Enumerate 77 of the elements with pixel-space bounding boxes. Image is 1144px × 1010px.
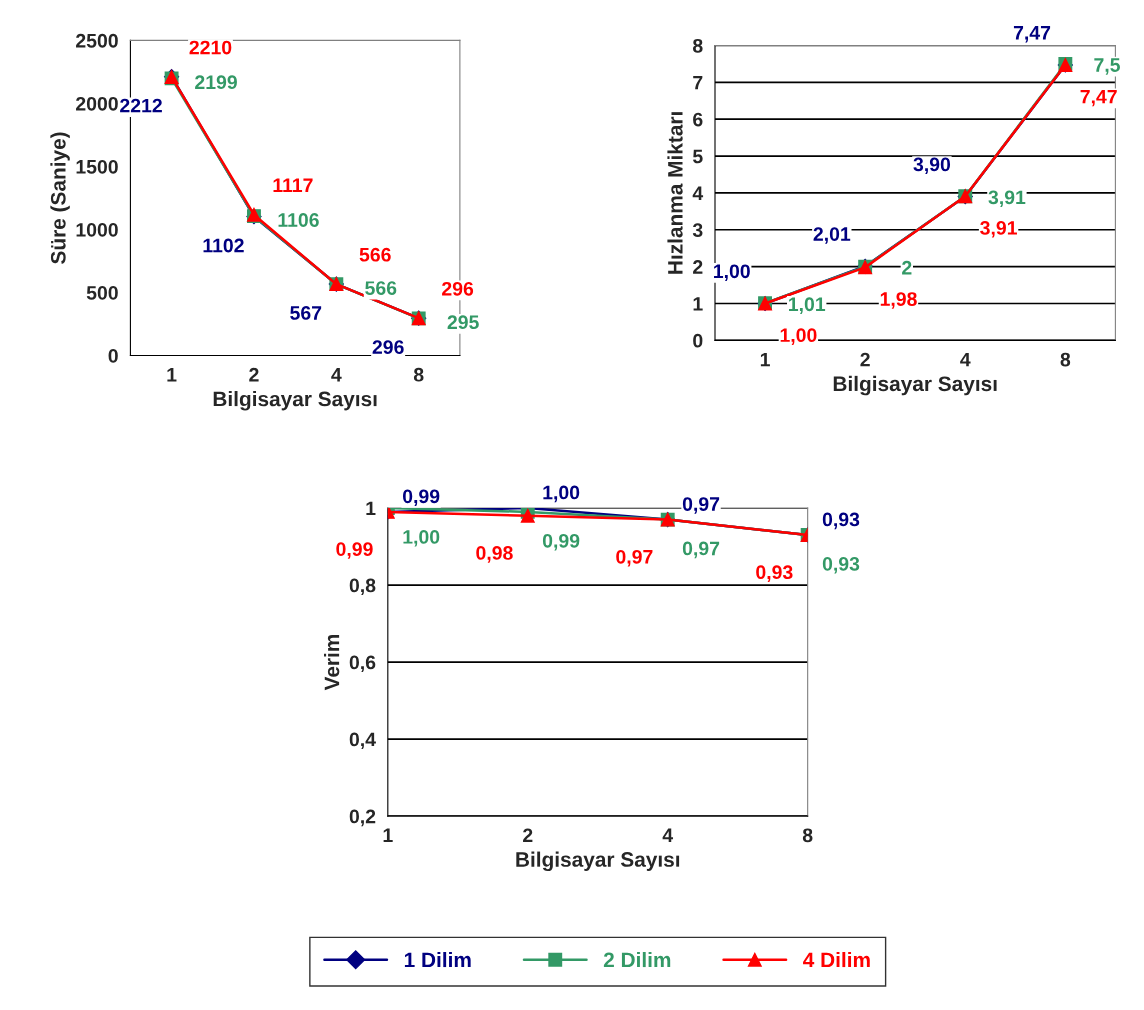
x-tick-label: 2 [523, 828, 533, 842]
x-tick-label: 8 [413, 367, 424, 382]
data-label: 0,97 [616, 549, 653, 567]
x-tick-label: 1 [760, 352, 770, 367]
data-label: 0,98 [476, 546, 513, 563]
data-label: 1,00 [543, 485, 580, 503]
x-axis-title: Bilgisayar Sayısı [833, 375, 997, 396]
data-label: 2199 [195, 75, 237, 90]
data-label: 3,90 [913, 157, 951, 175]
y-tick-label: 0 [108, 348, 118, 363]
data-label: 2210 [189, 40, 232, 55]
y-tick-label: 0,6 [349, 655, 376, 673]
y-tick-label: 6 [693, 112, 703, 127]
data-label: 0,99 [336, 542, 373, 559]
x-axis-title: Bilgisayar Sayısı [213, 391, 377, 411]
y-tick-label: 2000 [76, 96, 118, 111]
y-tick-label: 4 [692, 186, 704, 200]
data-label: 296 [372, 340, 404, 354]
y-tick-label: 1500 [76, 159, 118, 174]
x-tick-label: 2 [860, 352, 870, 367]
data-label: 0,93 [822, 556, 860, 574]
legend-label: 4 Dilim [803, 951, 870, 968]
x-tick-label: 1 [383, 828, 393, 842]
x-tick-label: 8 [1060, 352, 1071, 367]
y-axis-title: Süre (Saniye) [50, 132, 70, 264]
y-tick-label: 0,4 [349, 732, 376, 750]
data-label: 567 [290, 306, 322, 320]
x-tick-label: 1 [167, 368, 177, 382]
y-tick-label: 8 [693, 38, 703, 53]
data-label: 0,97 [682, 541, 720, 559]
data-label: 7,47 [1080, 89, 1117, 107]
x-tick-label: 8 [802, 828, 813, 843]
data-label: 1,00 [403, 530, 440, 547]
x-tick-label: 2 [249, 367, 259, 382]
legend-label: 1 Dilim [404, 951, 471, 968]
x-tick-label: 4 [960, 352, 971, 367]
x-tick-label: 4 [662, 828, 674, 842]
data-label: 7,47 [1013, 26, 1051, 43]
y-tick-label: 1000 [76, 222, 118, 237]
data-label: 1,00 [714, 264, 750, 281]
y-tick-label: 1 [366, 501, 376, 516]
data-label: 3,91 [980, 221, 1017, 238]
data-label: 1,00 [780, 328, 817, 345]
data-label: 1102 [203, 238, 244, 253]
x-tick-label: 4 [331, 368, 342, 382]
data-label: 1106 [278, 213, 319, 227]
y-tick-label: 0,8 [349, 578, 376, 596]
data-label: 7,5 [1094, 58, 1120, 75]
data-label: 0,97 [682, 497, 720, 514]
data-label: 0,99 [542, 533, 580, 551]
y-tick-label: 2500 [76, 33, 118, 48]
data-label: 1117 [273, 178, 313, 192]
data-label: 295 [447, 315, 479, 330]
y-tick-label: 0 [693, 333, 703, 348]
y-tick-label: 3 [692, 223, 703, 238]
data-label: 1,01 [789, 297, 826, 314]
data-label: 0,93 [822, 512, 860, 530]
data-label: 3,91 [988, 190, 1026, 208]
y-tick-label: 500 [86, 285, 118, 300]
data-label: 296 [442, 281, 474, 296]
data-label: 566 [359, 247, 391, 262]
data-label: 0,93 [756, 565, 793, 582]
y-tick-label: 1 [693, 297, 703, 311]
y-axis-title: Hızlanma Miktarı [667, 112, 683, 274]
x-axis-title: Bilgisayar Sayısı [516, 851, 680, 872]
data-label: 0,99 [403, 489, 440, 507]
y-tick-label: 0,2 [349, 809, 376, 827]
y-tick-label: 2 [693, 260, 703, 274]
y-tick-label: 7 [693, 75, 703, 90]
data-label: 566 [365, 281, 397, 295]
y-tick-label: 5 [692, 149, 703, 164]
data-label: 2,01 [813, 227, 851, 244]
legend-label: 2 Dilim [603, 951, 671, 968]
data-label: 1,98 [880, 292, 917, 309]
data-label: 2 [902, 260, 912, 275]
data-label: 2212 [120, 98, 162, 113]
y-axis-title: Verim [324, 634, 340, 691]
